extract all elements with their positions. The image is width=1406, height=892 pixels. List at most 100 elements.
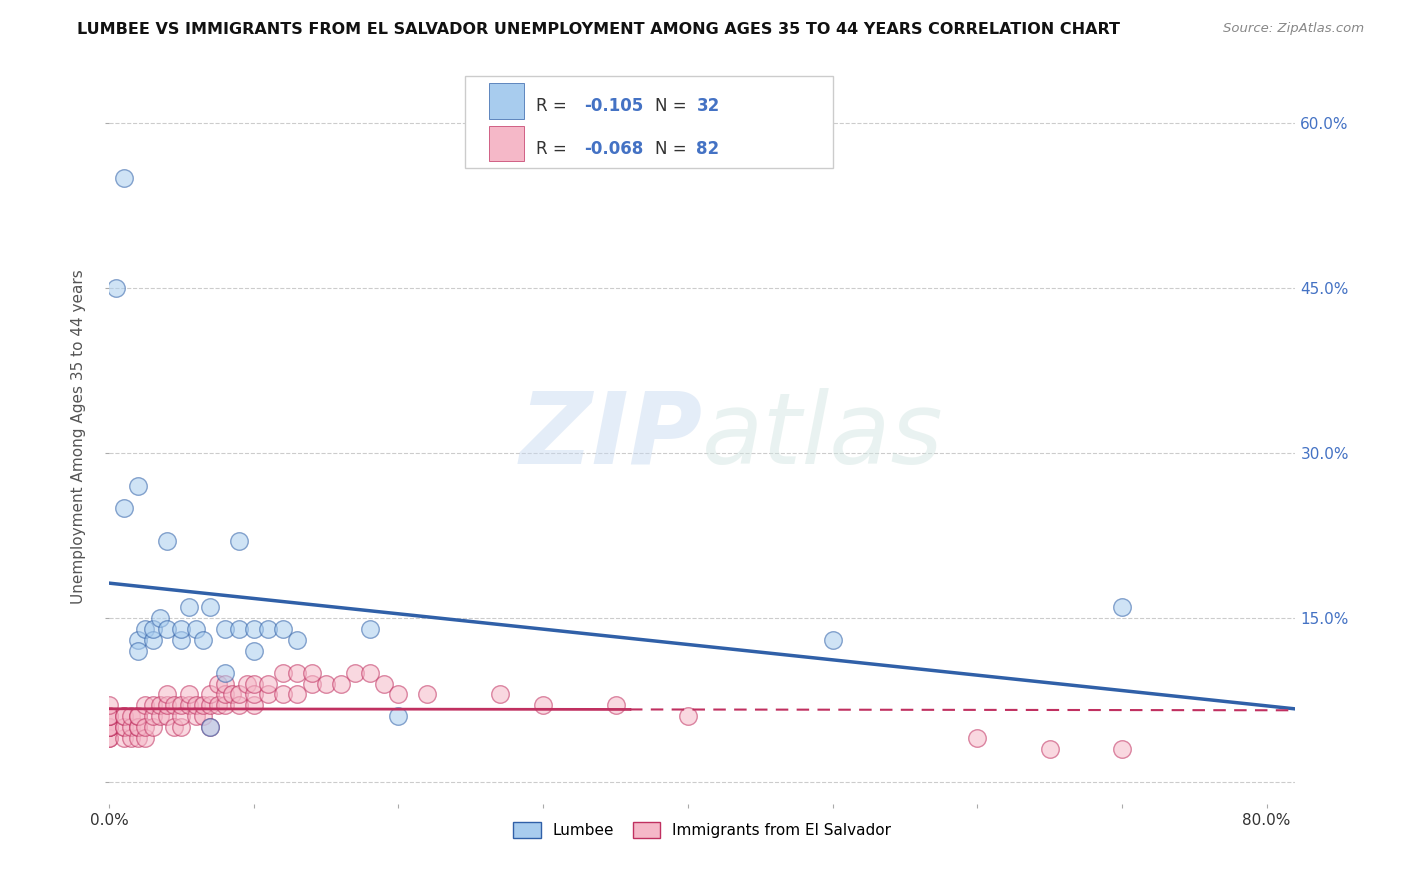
Point [156, 709, 179, 723]
Point [127, 643, 149, 657]
Point [120, 721, 142, 735]
Point [105, 281, 128, 295]
Point [605, 698, 627, 713]
Point [170, 622, 193, 636]
Point [142, 698, 165, 713]
Point [177, 698, 200, 713]
Point [243, 643, 266, 657]
FancyBboxPatch shape [489, 83, 524, 119]
Point [193, 698, 215, 713]
Point [120, 709, 142, 723]
Point [315, 676, 337, 690]
Point [127, 709, 149, 723]
Point [170, 709, 193, 723]
Point [228, 533, 250, 548]
Point [387, 709, 409, 723]
Point [207, 676, 229, 690]
Point [193, 709, 215, 723]
Point [163, 721, 186, 735]
Point [200, 599, 222, 614]
Text: N =: N = [655, 97, 686, 115]
Point [257, 688, 280, 702]
Point [170, 721, 193, 735]
Point [488, 688, 510, 702]
Text: atlas: atlas [703, 388, 943, 485]
Point [156, 622, 179, 636]
Point [214, 665, 236, 680]
Text: R =: R = [536, 97, 567, 115]
Point [142, 632, 165, 647]
Point [200, 721, 222, 735]
Point [285, 632, 308, 647]
Point [98, 709, 121, 723]
Point [112, 731, 135, 746]
Y-axis label: Unemployment Among Ages 35 to 44 years: Unemployment Among Ages 35 to 44 years [72, 269, 86, 604]
Point [98, 731, 121, 746]
Text: -0.105: -0.105 [583, 97, 643, 115]
Point [98, 731, 121, 746]
FancyBboxPatch shape [465, 76, 832, 168]
Point [207, 698, 229, 713]
Point [184, 622, 207, 636]
Point [134, 622, 156, 636]
Point [193, 632, 215, 647]
Point [344, 665, 367, 680]
Text: Source: ZipAtlas.com: Source: ZipAtlas.com [1223, 22, 1364, 36]
Point [98, 721, 121, 735]
Point [200, 721, 222, 735]
Point [142, 622, 165, 636]
Point [156, 533, 179, 548]
Point [156, 698, 179, 713]
Point [235, 676, 257, 690]
Legend: Lumbee, Immigrants from El Salvador: Lumbee, Immigrants from El Salvador [508, 816, 897, 845]
Point [98, 698, 121, 713]
Point [416, 688, 439, 702]
Point [98, 721, 121, 735]
Point [112, 709, 135, 723]
Point [285, 665, 308, 680]
Point [127, 479, 149, 493]
Text: 32: 32 [696, 97, 720, 115]
Point [112, 709, 135, 723]
Point [112, 500, 135, 515]
Point [359, 665, 381, 680]
Point [134, 698, 156, 713]
Point [228, 622, 250, 636]
Point [170, 632, 193, 647]
Point [243, 622, 266, 636]
Point [821, 632, 844, 647]
Point [214, 698, 236, 713]
Point [676, 709, 699, 723]
Point [127, 721, 149, 735]
Point [142, 709, 165, 723]
Point [120, 731, 142, 746]
Point [1111, 742, 1133, 756]
Point [1038, 742, 1060, 756]
Point [98, 721, 121, 735]
Point [221, 688, 243, 702]
Point [359, 622, 381, 636]
Point [373, 676, 395, 690]
Point [98, 709, 121, 723]
Point [127, 731, 149, 746]
Point [112, 721, 135, 735]
Point [156, 688, 179, 702]
Point [214, 622, 236, 636]
Point [177, 599, 200, 614]
Point [134, 721, 156, 735]
Point [257, 622, 280, 636]
Point [387, 688, 409, 702]
Text: ZIP: ZIP [519, 388, 703, 485]
Point [127, 709, 149, 723]
Text: LUMBEE VS IMMIGRANTS FROM EL SALVADOR UNEMPLOYMENT AMONG AGES 35 TO 44 YEARS COR: LUMBEE VS IMMIGRANTS FROM EL SALVADOR UN… [77, 22, 1121, 37]
Point [127, 632, 149, 647]
Point [149, 709, 172, 723]
Point [184, 698, 207, 713]
Point [214, 688, 236, 702]
Point [243, 676, 266, 690]
Point [200, 698, 222, 713]
Point [301, 676, 323, 690]
FancyBboxPatch shape [489, 126, 524, 161]
Point [127, 721, 149, 735]
Point [301, 665, 323, 680]
